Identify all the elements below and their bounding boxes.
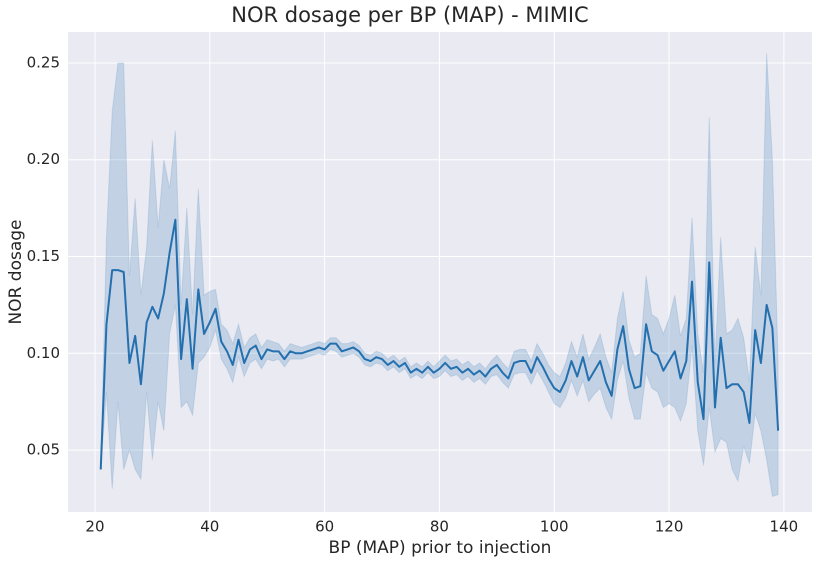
x-tick-label: 100 [540,518,569,536]
x-tick-label: 120 [655,518,684,536]
plot-area [68,32,812,512]
x-tick-label: 80 [430,518,449,536]
y-tick-label: 0.05 [27,441,60,459]
y-tick-label: 0.15 [27,247,60,265]
y-tick-label: 0.20 [27,150,60,168]
x-tick-label: 20 [85,518,104,536]
x-tick-label: 60 [315,518,334,536]
x-tick-label: 140 [770,518,799,536]
x-axis-label: BP (MAP) prior to injection [329,538,552,558]
chart-title: NOR dosage per BP (MAP) - MIMIC [231,3,588,27]
y-tick-label: 0.25 [27,53,60,71]
line [99,218,780,470]
y-axis-label: NOR dosage [6,219,26,324]
y-tick-label: 0.10 [27,344,60,362]
x-tick-label: 40 [200,518,219,536]
